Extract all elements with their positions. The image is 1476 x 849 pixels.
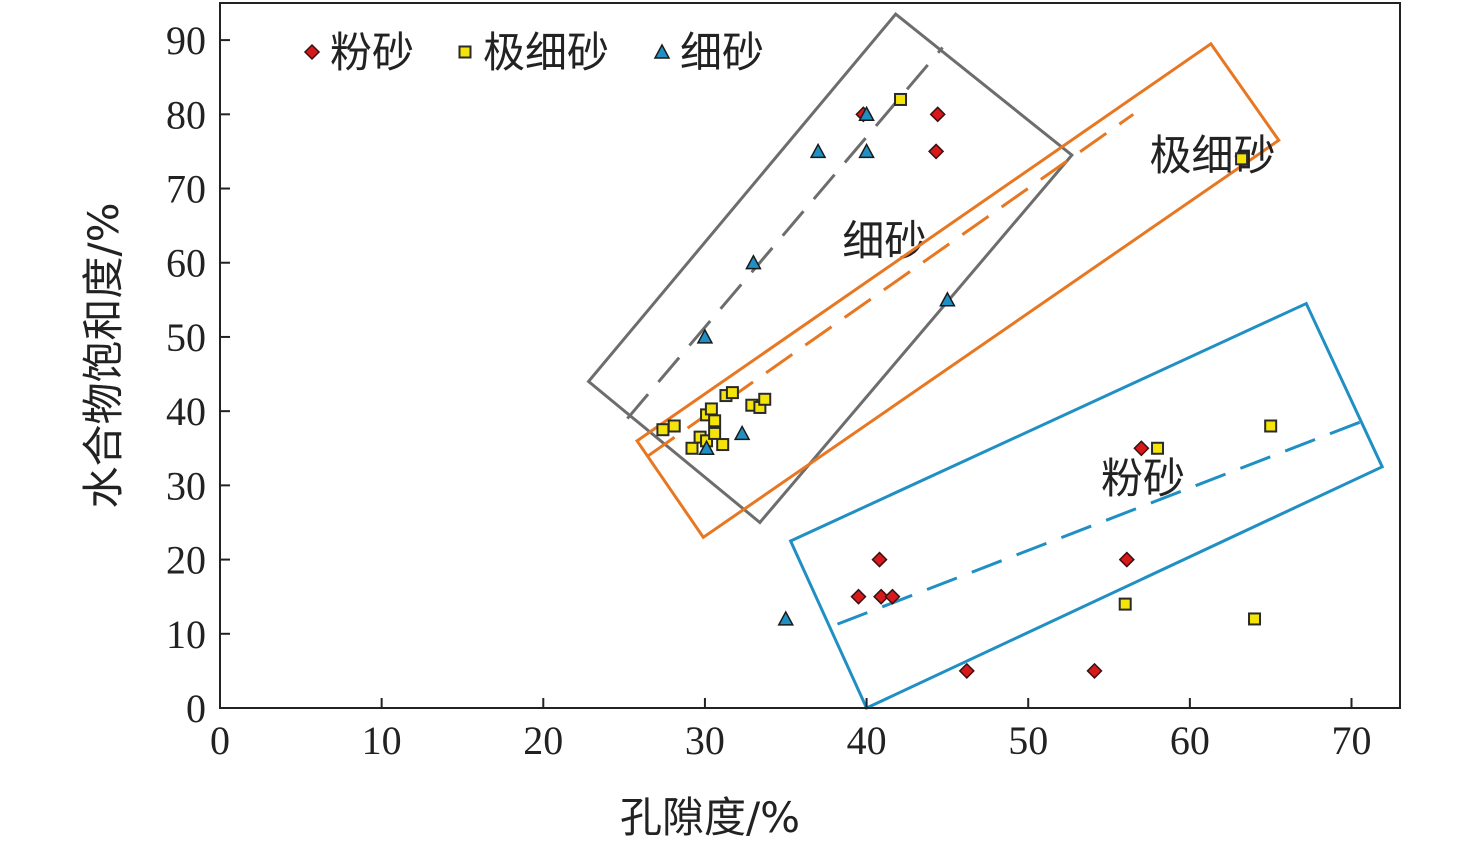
y-axis-label: 水合物饱和度/%	[79, 202, 128, 508]
point-s0-4	[871, 551, 888, 568]
x-tick-label-1: 10	[362, 718, 402, 763]
point-s0-1	[929, 106, 946, 123]
point-s2-1	[809, 142, 827, 159]
x-tick-label-5: 50	[1008, 718, 1048, 763]
region-label-2: 粉砂	[1101, 454, 1185, 503]
y-tick-label-6: 60	[166, 241, 206, 286]
trend-line-2	[836, 420, 1361, 626]
point-s0-9	[958, 662, 975, 679]
plot-frame	[219, 2, 1401, 709]
point-s0-8	[884, 588, 901, 605]
point-s1-18	[1264, 419, 1278, 433]
y-tick-label-2: 20	[166, 538, 206, 583]
y-tick-label-1: 10	[166, 612, 206, 657]
y-tick-label-8: 80	[166, 92, 206, 137]
trend-line-1	[647, 113, 1135, 457]
x-axis-label: 孔隙度/%	[620, 793, 800, 842]
point-s0-5	[1118, 551, 1135, 568]
legend-label-2: 细砂	[680, 28, 764, 77]
point-s1-19	[1118, 597, 1132, 611]
point-s1-3	[667, 419, 681, 433]
point-s2-5	[939, 291, 956, 307]
point-s0-6	[850, 588, 867, 605]
x-tick-label-2: 20	[523, 718, 563, 763]
x-tick-label-6: 60	[1170, 718, 1210, 763]
point-s1-20	[1248, 612, 1262, 626]
axes-layer: 0 10 20 30 40 50 60 70 0 10 20 30 40 50 60 70 80 90 孔隙度/% 水…	[79, 2, 1401, 842]
x-tick-label-0: 0	[210, 718, 230, 763]
trend-line-0	[626, 46, 944, 420]
y-tick-label-0: 0	[186, 686, 206, 731]
x-tick-label-4: 40	[847, 718, 887, 763]
point-s1-2	[656, 423, 670, 437]
point-s0-10	[1086, 662, 1103, 679]
point-s0-3	[1133, 440, 1150, 457]
point-s0-7	[873, 588, 890, 605]
legend-marker-1	[458, 45, 472, 59]
point-s1-1	[1235, 152, 1249, 166]
point-s2-2	[858, 142, 875, 159]
y-tick-label-9: 90	[166, 18, 206, 63]
point-s1-17	[1151, 441, 1165, 455]
point-s2-0	[858, 105, 875, 122]
y-tick-label-4: 40	[166, 389, 206, 434]
region-label-1: 极细砂	[1149, 131, 1275, 180]
legend: 粉砂 极细砂 细砂	[303, 28, 764, 77]
region-box-1	[634, 41, 1281, 540]
point-s1-11	[716, 438, 730, 452]
point-s2-3	[745, 254, 762, 270]
point-s2-7	[698, 439, 715, 455]
point-s1-13	[725, 386, 739, 400]
point-s1-16	[758, 392, 772, 406]
y-tick-label-7: 70	[166, 167, 206, 212]
x-tick-label-3: 30	[685, 718, 725, 763]
point-s1-7	[704, 402, 718, 416]
legend-marker-2	[653, 43, 671, 59]
point-s1-10	[708, 426, 722, 440]
legend-marker-0	[303, 43, 321, 61]
y-tick-label-3: 30	[166, 463, 206, 508]
points-layer	[656, 92, 1278, 679]
region-box-2	[788, 301, 1385, 711]
point-s0-2	[928, 143, 945, 160]
legend-label-1: 极细砂	[483, 28, 609, 77]
point-s1-0	[894, 92, 908, 106]
x-tick-label-7: 70	[1332, 718, 1372, 763]
region-box-0	[586, 12, 1075, 525]
region-label-0: 细砂	[842, 216, 926, 265]
y-tick-label-5: 50	[166, 315, 206, 360]
point-s2-6	[733, 424, 751, 441]
point-s1-4	[685, 441, 699, 455]
point-s2-8	[777, 610, 795, 626]
point-s2-4	[696, 328, 714, 344]
legend-label-0: 粉砂	[330, 28, 414, 77]
point-s1-8	[708, 414, 722, 428]
